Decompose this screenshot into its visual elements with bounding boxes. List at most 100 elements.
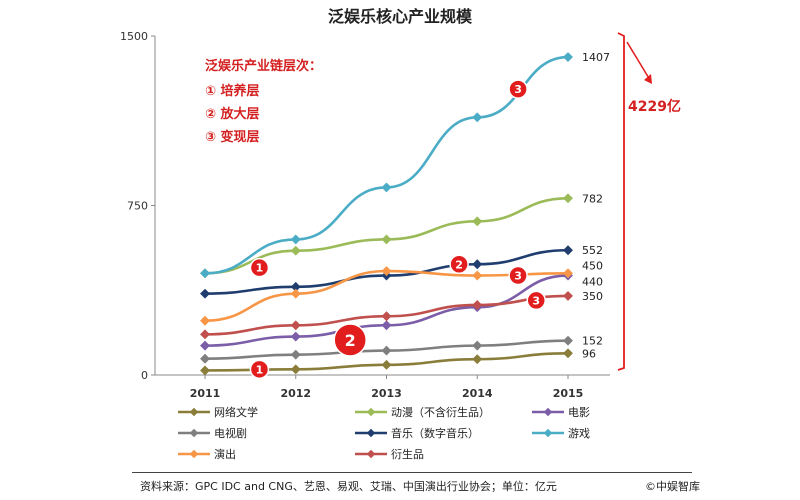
total-label: 4229亿 <box>628 98 681 115</box>
total-arrow-line <box>626 41 651 81</box>
layer-badge-label: 3 <box>514 270 522 283</box>
legend-swatch-marker <box>543 407 553 417</box>
end-value-label: 440 <box>582 276 603 289</box>
data-point <box>381 359 392 370</box>
data-point <box>563 290 573 301</box>
layer-badge <box>449 254 469 275</box>
data-point <box>200 288 210 299</box>
data-point <box>290 349 301 360</box>
total-bracket-line <box>617 32 625 371</box>
data-point <box>200 329 210 340</box>
data-point <box>290 320 301 331</box>
data-point <box>381 266 392 276</box>
y-tick-label: 0 <box>141 369 148 382</box>
y-tick-label: 1500 <box>120 30 148 43</box>
chart-title: 泛娱乐核心产业规模 <box>328 7 473 26</box>
total-arrow-head <box>644 74 652 84</box>
data-point <box>563 348 573 359</box>
legend-label: 电影 <box>568 406 590 419</box>
layer-badge <box>249 257 270 278</box>
series-line <box>204 274 569 347</box>
legend-label: 衍生品 <box>391 447 424 461</box>
data-point <box>200 268 210 279</box>
end-value-label: 350 <box>582 290 603 303</box>
layer-badge-label: 1 <box>256 363 264 376</box>
legend-label: 动漫（不含衍生品） <box>391 405 490 419</box>
source-divider <box>132 472 692 473</box>
annotation-item: ③ 变现层 <box>205 129 260 145</box>
layer-badge-label: 3 <box>514 83 522 96</box>
data-point <box>381 234 392 245</box>
data-point <box>381 345 392 356</box>
x-tick-label: 2012 <box>280 387 311 400</box>
data-point <box>200 315 210 326</box>
legend-swatch-marker <box>189 449 199 459</box>
legend-swatch-marker <box>189 428 199 438</box>
legend-swatch-marker <box>366 449 376 459</box>
end-value-label: 1407 <box>582 51 610 64</box>
brand-text: ©中娱智库 <box>645 480 700 493</box>
total-bracket: 4229亿 <box>617 32 681 371</box>
data-point <box>563 335 573 346</box>
legend-label: 演出 <box>214 447 236 461</box>
end-value-label: 450 <box>582 259 603 272</box>
data-point <box>290 331 301 342</box>
y-tick-label: 750 <box>127 200 148 213</box>
x-tick-label: 2014 <box>462 387 493 400</box>
data-point <box>381 320 392 331</box>
data-point <box>200 353 210 364</box>
source-text: 资料来源：GPC IDC and CNG、艺恩、易观、艾瑞、中国演出行业协会；单… <box>140 480 557 493</box>
legend-swatch-marker <box>189 407 199 417</box>
legend-label: 电视剧 <box>214 426 247 440</box>
layer-badge <box>249 359 270 380</box>
data-point <box>200 340 210 351</box>
end-value-label: 782 <box>582 192 603 205</box>
annotation-item: ② 放大层 <box>205 106 260 122</box>
legend-label: 网络文学 <box>214 405 258 419</box>
data-point <box>472 299 483 310</box>
layer-badge <box>526 290 546 311</box>
legend-swatch-marker <box>366 428 376 438</box>
data-point <box>290 288 301 299</box>
data-point <box>290 364 301 375</box>
legend-label: 游戏 <box>568 427 590 440</box>
layer-annotation: 泛娱乐产业链层次： ① 培养层 ② 放大层 ③ 变现层 <box>205 58 322 145</box>
data-point <box>472 270 483 281</box>
data-point <box>563 245 573 256</box>
data-point <box>563 52 573 62</box>
data-point <box>472 354 483 365</box>
x-tick-label: 2013 <box>371 387 402 400</box>
legend-label: 音乐（数字音乐） <box>391 426 479 440</box>
data-point <box>472 112 483 123</box>
data-point <box>381 182 392 193</box>
layer-badge-label: 1 <box>256 262 264 275</box>
annotation-title: 泛娱乐产业链层次： <box>205 58 322 74</box>
layer-badge <box>508 79 528 99</box>
layer-badge <box>333 323 367 357</box>
data-point <box>472 216 483 227</box>
end-labels: 96 782 440 152 552 1407 450 350 <box>582 51 610 360</box>
data-point <box>563 193 573 204</box>
end-value-label: 152 <box>582 335 603 348</box>
data-point <box>290 281 301 292</box>
layer-badge <box>508 265 528 286</box>
data-point <box>290 245 301 256</box>
series-lines <box>200 52 573 376</box>
data-point <box>200 365 210 376</box>
data-point <box>472 340 483 351</box>
source-line: 资料来源：GPC IDC and CNG、艺恩、易观、艾瑞、中国演出行业协会；单… <box>140 478 700 494</box>
x-tick-label: 2011 <box>190 387 221 400</box>
data-point <box>563 268 573 279</box>
annotation-item: ① 培养层 <box>205 83 260 99</box>
layer-badge-label: 3 <box>532 294 540 307</box>
legend-swatch-marker <box>366 407 376 417</box>
end-value-label: 96 <box>582 347 596 360</box>
data-point <box>290 234 301 245</box>
x-tick-label: 2015 <box>553 387 584 400</box>
chart-svg: 泛娱乐核心产业规模 0 750 1500 2011 2012 2013 2014 2015 9… <box>120 7 681 461</box>
data-point <box>381 311 392 322</box>
end-value-label: 552 <box>582 244 603 257</box>
